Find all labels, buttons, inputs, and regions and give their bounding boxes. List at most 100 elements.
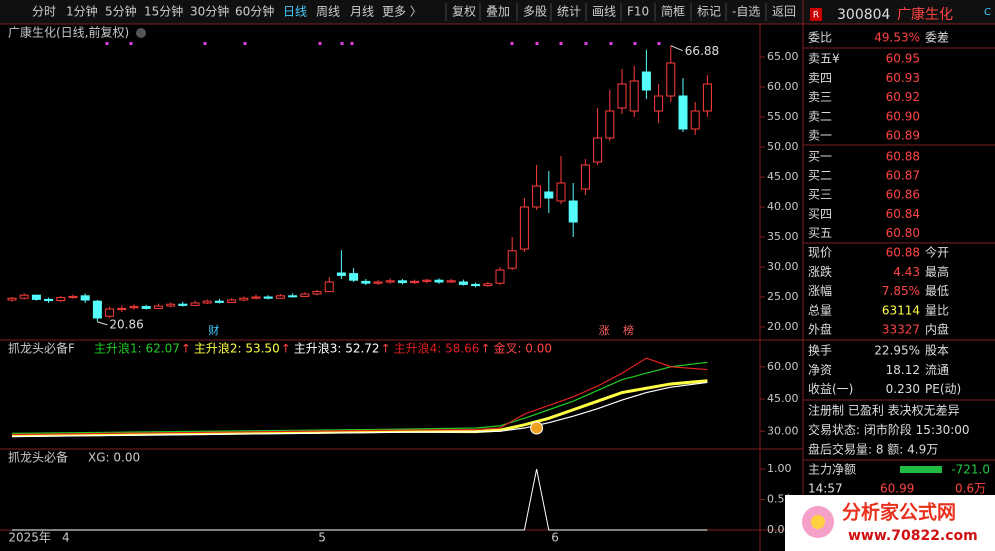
quote-value: 60.80 [886, 226, 920, 240]
candle-body [80, 295, 90, 301]
tool-button[interactable]: 画线 [592, 5, 616, 19]
tool-button[interactable]: 复权 [452, 5, 476, 19]
quote-value: 4.43 [893, 265, 920, 279]
quote-value: 22.95% [874, 344, 920, 358]
candle-body [153, 305, 163, 309]
candle-body [105, 308, 115, 317]
indicator-line [11, 357, 708, 436]
period-button[interactable]: 月线 [350, 5, 374, 19]
high-label: 66.88 [685, 44, 719, 58]
quote-label: 最低 [925, 284, 949, 298]
candle-body [312, 291, 322, 295]
pointer [97, 321, 108, 326]
tool-button[interactable]: F10 [627, 5, 649, 19]
quote-label: 现价 [808, 246, 832, 260]
y-tick-label: 55.00 [767, 110, 799, 123]
series-label: 主升浪2: 53.50 [194, 341, 280, 356]
pointer [670, 45, 683, 52]
signal-dot [203, 42, 207, 45]
period-button[interactable]: 30分钟 [190, 4, 229, 19]
period-button[interactable]: 周线 [316, 5, 340, 19]
signal-dot [609, 42, 613, 45]
signal-dot [340, 42, 344, 45]
quote-label: 卖一 [808, 129, 832, 143]
quote-value: 33327 [882, 323, 920, 337]
y-tick-label: 60.00 [767, 80, 799, 93]
candle-body [178, 303, 188, 306]
candle-body [19, 294, 29, 299]
period-button[interactable]: 1分钟 [66, 4, 98, 19]
period-button[interactable]: 5分钟 [105, 4, 137, 19]
quote-value: 60.88 [886, 150, 920, 164]
indicator-line [11, 381, 708, 438]
arrow: ↑ [480, 342, 490, 356]
y-tick-label: 1.00 [767, 462, 792, 475]
tool-button[interactable]: 统计 [557, 5, 581, 19]
quote-label: 卖三 [808, 90, 832, 104]
logo-title: 分析家公式网 [842, 501, 956, 524]
candle-body [507, 250, 517, 269]
candle-body [568, 200, 578, 223]
tool-button[interactable]: 多股 [523, 5, 547, 19]
signal-dot [350, 42, 354, 45]
period-button[interactable]: 日线 [283, 5, 307, 19]
logo-url: www.70822.com [848, 528, 978, 544]
quote-label: 股本 [925, 344, 949, 358]
candle-body [654, 95, 664, 112]
tool-button[interactable]: 简框 [661, 5, 685, 19]
series-label: 主升浪4: 58.66 [394, 341, 480, 356]
y-tick-label: 40.00 [767, 200, 799, 213]
candle-body [385, 280, 395, 283]
cross-icon [530, 421, 544, 435]
period-button[interactable]: 更多 〉 [382, 5, 422, 19]
period-button[interactable]: 分时 [32, 5, 56, 19]
candle-body [397, 280, 407, 284]
toolbar-bg [0, 0, 995, 24]
signal-dot [318, 42, 322, 45]
candle-body [129, 306, 139, 309]
candle-body [617, 83, 627, 109]
signal-dot [633, 42, 637, 45]
y-tick-label: 50.00 [767, 140, 799, 153]
period-button[interactable]: 60分钟 [235, 4, 274, 19]
tool-button[interactable]: -自选 [732, 5, 760, 19]
quote-label: 买四 [808, 207, 832, 221]
candle-body [141, 306, 151, 309]
dropdown[interactable] [136, 28, 146, 38]
quote-value: 60.92 [886, 90, 920, 104]
series-label: 主升浪3: 52.72 [294, 341, 380, 356]
quote-label: 量比 [925, 303, 949, 317]
quote-value: 0.230 [886, 382, 920, 396]
badge: R [813, 11, 819, 21]
quote-label: 收益(一) [808, 382, 853, 396]
quote-value: 60.93 [886, 71, 920, 85]
quote-label: 涨跌 [808, 264, 832, 279]
y-tick-label: 65.00 [767, 50, 799, 63]
candle-body [678, 95, 688, 130]
tick-price: 60.99 [880, 482, 914, 496]
quote-label: 买五 [808, 226, 832, 240]
quote-label: 今开 [925, 245, 949, 260]
tool-button[interactable]: 标记 [697, 5, 721, 19]
candle-body [166, 303, 176, 307]
quote-label: PE(动) [925, 382, 961, 396]
x-label: 6 [551, 531, 559, 545]
y-tick-label: 20.00 [767, 320, 799, 333]
quote-value: 60.89 [886, 129, 920, 143]
indicator-line [11, 379, 708, 438]
tool-button[interactable]: 叠加 [486, 5, 510, 19]
candle-body [666, 62, 676, 97]
quote-value: 60.88 [886, 246, 920, 260]
note: 交易状态: 闭市阶段 15:30:00 [808, 422, 970, 437]
candle-body [458, 281, 468, 285]
y-tick-label: 35.00 [767, 230, 799, 243]
quote-value: 60.84 [886, 207, 920, 221]
tool-button[interactable]: 返回 [772, 5, 796, 19]
quote-value: 60.90 [886, 109, 920, 123]
candle-body [641, 71, 651, 91]
candle-body [56, 297, 66, 302]
cross-label: 金叉: 0.00 [493, 341, 552, 356]
quote-label: 流通 [925, 363, 949, 377]
candle-body [251, 296, 261, 299]
period-button[interactable]: 15分钟 [144, 4, 183, 19]
